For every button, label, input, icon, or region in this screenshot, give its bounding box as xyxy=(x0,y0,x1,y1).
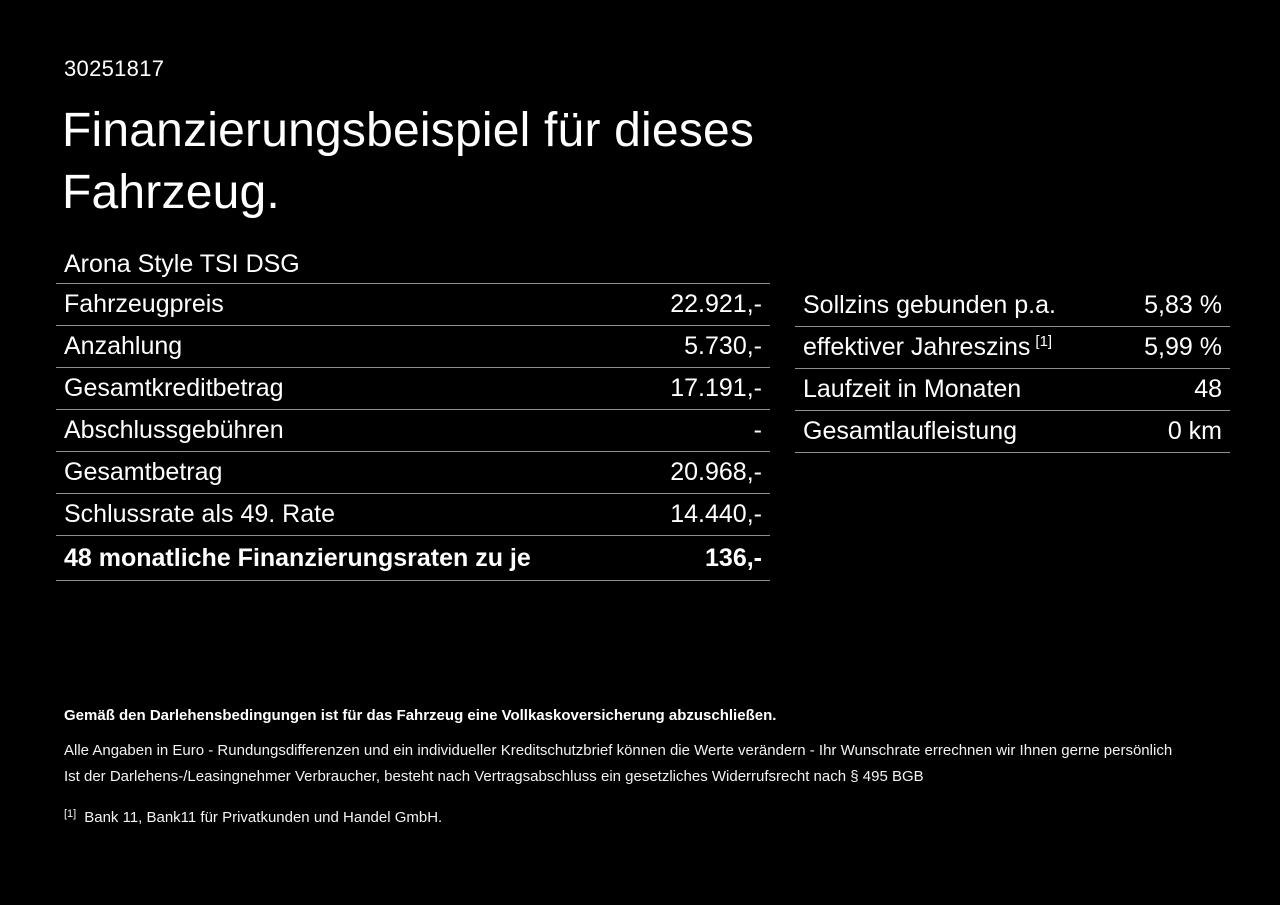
footer-note-insurance: Gemäß den Darlehensbedingungen ist für d… xyxy=(64,707,777,724)
footnote-bank: [1] Bank 11, Bank11 für Privatkunden und … xyxy=(64,804,1219,828)
finance-row-value: 136,- xyxy=(705,543,762,572)
page-title-line2: Fahrzeug. xyxy=(62,166,280,219)
finance-row-label: effektiver Jahreszins [1] xyxy=(803,333,1052,362)
doc-number: 30251817 xyxy=(64,56,165,81)
footnote-marker: [1] xyxy=(64,808,77,820)
finance-row-fahrzeugpreis: Fahrzeugpreis 22.921,- xyxy=(56,284,770,326)
finance-row-value: - xyxy=(753,416,762,444)
finance-row-label: 48 monatliche Finanzierungsraten zu je xyxy=(64,543,531,572)
finance-row-value: 0 km xyxy=(1167,417,1222,445)
finance-row-label: Gesamtlaufleistung xyxy=(803,417,1018,445)
finance-row-value: 5.730,- xyxy=(684,332,762,360)
finance-table-right: Sollzins gebunden p.a. 5,83 % effektiver… xyxy=(795,285,1230,453)
finance-row-label: Abschlussgebühren xyxy=(64,416,284,444)
vehicle-name: Arona Style TSI DSG xyxy=(64,249,300,278)
finance-row-effektiver-jahreszins: effektiver Jahreszins [1] 5,99 % xyxy=(795,327,1230,369)
footnote-text: Bank 11, Bank11 für Privatkunden und Han… xyxy=(84,809,443,826)
footer-notes: Gemäß den Darlehensbedingungen ist für d… xyxy=(64,706,1219,843)
finance-row-laufzeit: Laufzeit in Monaten 48 xyxy=(795,369,1230,411)
finance-table-left: Arona Style TSI DSG Fahrzeugpreis 22.921… xyxy=(56,245,770,581)
finance-row-sollzins: Sollzins gebunden p.a. 5,83 % xyxy=(795,285,1230,327)
finance-row-label: Fahrzeugpreis xyxy=(64,290,224,318)
page-title: Finanzierungsbeispiel für dieses Fahrzeu… xyxy=(62,100,754,224)
finance-row-label: Sollzins gebunden p.a. xyxy=(803,291,1056,319)
finance-row-value: 48 xyxy=(1194,375,1222,403)
finance-row-monatsraten: 48 monatliche Finanzierungsraten zu je 1… xyxy=(56,536,770,581)
finance-row-label: Laufzeit in Monaten xyxy=(803,375,1022,403)
finance-row-label-text: effektiver Jahreszins xyxy=(803,333,1031,361)
vehicle-name-row: Arona Style TSI DSG xyxy=(56,245,770,284)
finance-row-label: Schlussrate als 49. Rate xyxy=(64,500,335,528)
finance-row-abschlussgebuehren: Abschlussgebühren - xyxy=(56,410,770,452)
finance-row-value: 20.968,- xyxy=(670,458,762,486)
footer-note-disclaimer: Alle Angaben in Euro - Rundungsdifferenz… xyxy=(64,742,1173,759)
finance-row-gesamtkreditbetrag: Gesamtkreditbetrag 17.191,- xyxy=(56,368,770,410)
finance-row-label: Anzahlung xyxy=(64,332,183,360)
footnote-ref-marker: [1] xyxy=(1035,333,1053,350)
finance-row-label: Gesamtkreditbetrag xyxy=(64,374,284,402)
finance-row-gesamtbetrag: Gesamtbetrag 20.968,- xyxy=(56,452,770,494)
finance-row-value: 5,83 % xyxy=(1144,291,1222,319)
finance-row-value: 17.191,- xyxy=(670,374,762,402)
footer-note-widerrufsrecht: Ist der Darlehens-/Leasingnehmer Verbrau… xyxy=(64,768,924,785)
finance-row-schlussrate: Schlussrate als 49. Rate 14.440,- xyxy=(56,494,770,536)
finance-row-value: 5,99 % xyxy=(1144,333,1222,361)
finance-row-value: 22.921,- xyxy=(670,290,762,318)
finance-row-label: Gesamtbetrag xyxy=(64,458,223,486)
finance-tables: Arona Style TSI DSG Fahrzeugpreis 22.921… xyxy=(56,245,1230,581)
finance-row-value: 14.440,- xyxy=(670,500,762,528)
page-title-line1: Finanzierungsbeispiel für dieses xyxy=(62,104,755,157)
finance-row-anzahlung: Anzahlung 5.730,- xyxy=(56,326,770,368)
finance-row-gesamtlaufleistung: Gesamtlaufleistung 0 km xyxy=(795,411,1230,453)
